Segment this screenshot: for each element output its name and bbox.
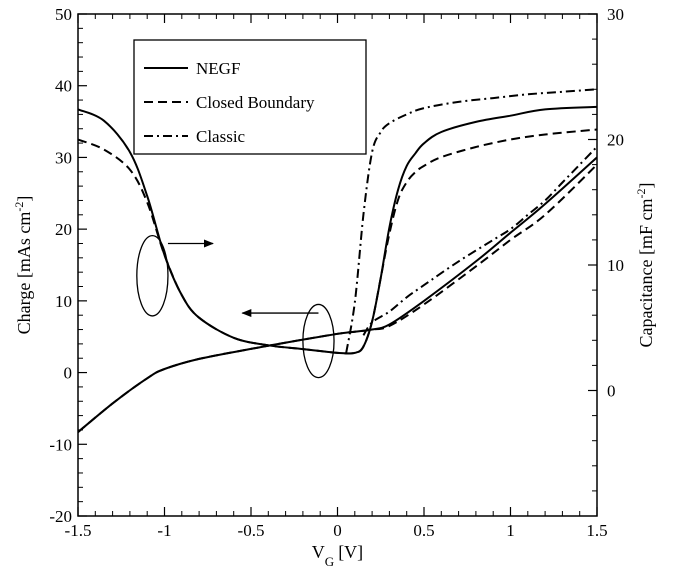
y-axis-label-right-close: ] — [636, 183, 656, 189]
y-axis-label-left-text: Charge [mAs cm — [14, 212, 34, 335]
y-axis-label-right-text: Capacitance [mF cm — [636, 199, 656, 348]
x-axis-label: VG [V] — [312, 542, 363, 569]
x-tick-label: -1 — [157, 521, 171, 540]
x-axis-label-unit: [V] — [338, 542, 363, 562]
annotation-layer — [136, 234, 335, 379]
y-axis-label-right-sup: -2 — [634, 189, 648, 199]
legend-box — [133, 39, 367, 155]
legend: NEGF Closed Boundary Classic — [133, 39, 367, 155]
x-tick-label: -0.5 — [238, 521, 265, 540]
y-right-tick-label: 30 — [607, 5, 624, 24]
x-tick-label: 0 — [333, 521, 342, 540]
x-tick-label: 1 — [506, 521, 515, 540]
x-tick-label: -1.5 — [65, 521, 92, 540]
x-tick-label: 1.5 — [586, 521, 607, 540]
series-classic-capacitance — [345, 88, 597, 354]
x-axis-label-main: V — [312, 542, 325, 562]
legend-label-negf: NEGF — [196, 59, 240, 78]
y-left-tick-label: 30 — [55, 148, 72, 167]
y-left-tick-label: -20 — [49, 507, 72, 526]
annotation-ellipse — [302, 303, 335, 379]
series-closed-boundary-capacitance — [78, 128, 597, 355]
y-right-tick-label: 0 — [607, 382, 616, 401]
y-left-tick-label: 20 — [55, 220, 72, 239]
y-left-tick-label: 0 — [64, 364, 73, 383]
x-tick-label: 0.5 — [413, 521, 434, 540]
annotation-ellipse — [136, 234, 169, 317]
axis-ticks: -1.5 -1 -0.5 0 0.5 1 1.5 -20 -10 0 10 20 30 40 50 0 10 20… — [49, 5, 624, 540]
y-right-tick-label: 10 — [607, 256, 624, 275]
legend-label-closed-boundary: Closed Boundary — [196, 93, 315, 112]
y-left-tick-label: 50 — [55, 5, 72, 24]
y-axis-label-left: Charge [mAs cm-2] — [12, 196, 34, 335]
series-closed-boundary-charge — [78, 163, 597, 433]
series-negf-charge — [78, 156, 597, 433]
y-left-tick-label: 10 — [55, 292, 72, 311]
legend-label-classic: Classic — [196, 127, 246, 146]
y-right-tick-label: 20 — [607, 131, 624, 150]
y-axis-label-left-close: ] — [14, 196, 34, 202]
y-axis-label-left-sup: -2 — [12, 202, 26, 212]
series-layer — [78, 88, 597, 433]
y-axis-label-right: Capacitance [mF cm-2] — [634, 183, 656, 348]
series-classic-charge — [362, 146, 597, 336]
y-left-tick-label: 40 — [55, 77, 72, 96]
x-axis-label-sub: G — [325, 554, 334, 569]
y-left-tick-label: -10 — [49, 435, 72, 454]
